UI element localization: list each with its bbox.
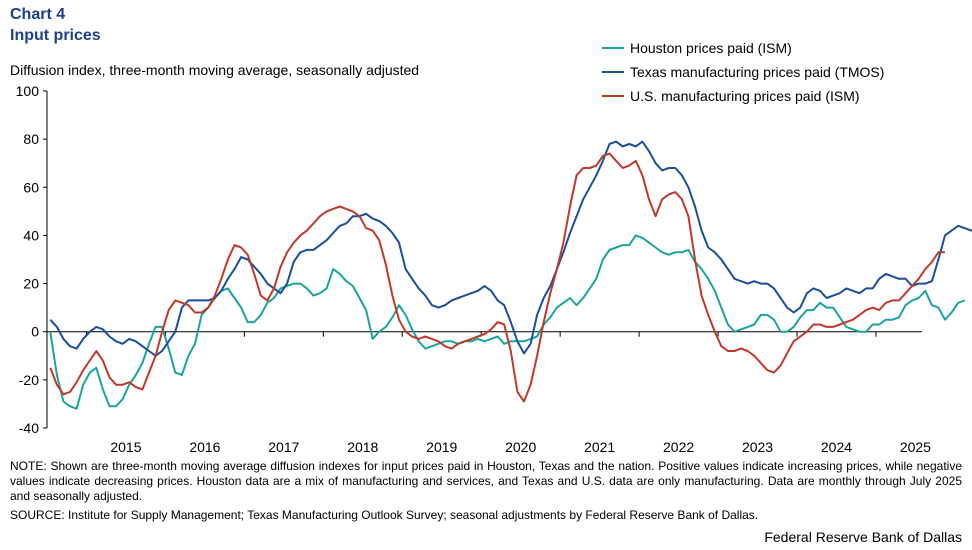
x-tick-label: 2017 xyxy=(268,439,299,455)
legend-swatch-us xyxy=(602,95,624,97)
x-tick-label: 2015 xyxy=(110,439,141,455)
x-tick-label: 2023 xyxy=(742,439,773,455)
legend-label-houston: Houston prices paid (ISM) xyxy=(630,40,792,56)
y-axis-label: Diffusion index, three-month moving aver… xyxy=(10,62,420,78)
y-tick-label: 80 xyxy=(23,131,39,147)
x-tick-label: 2020 xyxy=(505,439,536,455)
y-tick-label: 0 xyxy=(31,324,39,340)
x-tick-label: 2022 xyxy=(663,439,694,455)
y-tick-label: -20 xyxy=(19,372,39,388)
series-line-1 xyxy=(49,140,972,357)
y-tick-label: 100 xyxy=(16,83,40,99)
series-line-0 xyxy=(49,234,966,410)
legend-item-texas: Texas manufacturing prices paid (TMOS) xyxy=(602,60,884,84)
y-tick-label: -40 xyxy=(19,420,39,436)
chart-number: Chart 4 xyxy=(10,6,66,23)
source-note: SOURCE: Institute for Supply Management;… xyxy=(10,508,759,522)
credit: Federal Reserve Bank of Dallas xyxy=(764,529,962,545)
legend: Houston prices paid (ISM) Texas manufact… xyxy=(602,36,884,108)
x-tick-label: 2018 xyxy=(347,439,378,455)
legend-swatch-texas xyxy=(602,71,624,73)
x-tick-label: 2025 xyxy=(900,439,931,455)
chart-title: Input prices xyxy=(10,27,101,44)
line-chart: -40 -20 0 20 40 60 80 100 2015 2016 2017 2018 2019 20… xyxy=(16,83,972,455)
x-tick-label: 2019 xyxy=(426,439,457,455)
legend-item-us: U.S. manufacturing prices paid (ISM) xyxy=(602,84,884,108)
legend-label-us: U.S. manufacturing prices paid (ISM) xyxy=(630,88,860,104)
y-tick-label: 60 xyxy=(23,179,39,195)
x-tick-label: 2016 xyxy=(189,439,220,455)
x-tick-label: 2024 xyxy=(821,439,852,455)
series-line-2 xyxy=(49,152,945,403)
y-tick-label: 20 xyxy=(23,276,39,292)
footnote: NOTE: Shown are three-month moving avera… xyxy=(10,459,962,503)
legend-label-texas: Texas manufacturing prices paid (TMOS) xyxy=(630,64,885,80)
x-tick-label: 2021 xyxy=(584,439,615,455)
legend-swatch-houston xyxy=(602,47,624,49)
legend-item-houston: Houston prices paid (ISM) xyxy=(602,36,884,60)
y-tick-label: 40 xyxy=(23,227,39,243)
